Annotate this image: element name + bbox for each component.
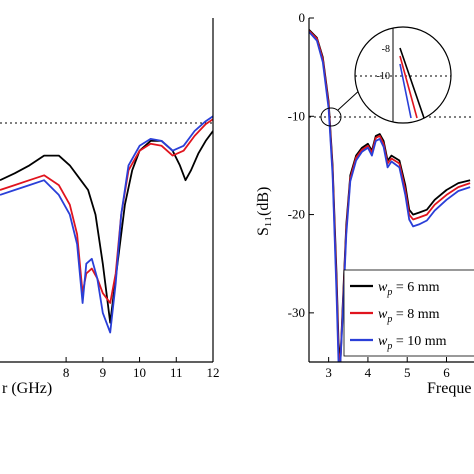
chart-b: 0 -10 -20 -30 3 4 5 6 S₁₁(dB) Freque -8 -10 wp… bbox=[255, 10, 474, 397]
legend-label: wp = 6 mm bbox=[378, 280, 440, 298]
chart-a-x-tick-label: 9 bbox=[100, 365, 107, 380]
inset-series-red bbox=[399, 55, 418, 119]
zoom-marker-circle bbox=[320, 107, 342, 127]
chart-b-series-line bbox=[309, 31, 471, 362]
legend-entry: wp = 6 mm bbox=[350, 280, 440, 298]
inset-series-blue bbox=[399, 63, 412, 119]
legend-entry: wp = 10 mm bbox=[350, 334, 447, 352]
chart-b-x-tick-label: 5 bbox=[404, 365, 411, 380]
chart-a-series-line bbox=[0, 115, 213, 334]
chart-a: 8 9 10 11 12 r (GHz) bbox=[0, 18, 220, 397]
chart-a-x-tick-label: 8 bbox=[63, 365, 70, 380]
chart-a-x-tick-label: 10 bbox=[133, 365, 146, 380]
chart-a-series-line bbox=[0, 130, 213, 324]
inset-y-tick-label: -8 bbox=[382, 44, 390, 55]
chart-b-y-axis-title: S₁₁(dB) bbox=[255, 187, 272, 236]
legend-label: wp = 10 mm bbox=[378, 334, 447, 352]
inset-series-black bbox=[399, 47, 425, 119]
chart-a-x-tick-label: 12 bbox=[207, 365, 220, 380]
chart-b-y-tick-label: -10 bbox=[288, 108, 305, 123]
inset-y-tick-label: -10 bbox=[377, 71, 390, 82]
chart-b-x-tick-label: 4 bbox=[365, 365, 372, 380]
chart-a-series-line bbox=[0, 118, 213, 304]
chart-a-x-tick-label: 11 bbox=[170, 365, 183, 380]
chart-b-y-tick-label: -30 bbox=[288, 305, 305, 320]
inset-zoom: -8 -10 bbox=[354, 26, 452, 124]
chart-b-x-tick-label: 3 bbox=[325, 365, 332, 380]
chart-b-y-tick-label: -20 bbox=[288, 207, 305, 222]
chart-a-x-axis-title: r (GHz) bbox=[2, 380, 52, 397]
legend-entry: wp = 8 mm bbox=[350, 307, 440, 325]
chart-b-x-axis-title: Freque bbox=[427, 380, 471, 397]
chart-b-legend: wp = 6 mm wp = 8 mm wp = 10 mm bbox=[343, 269, 474, 357]
chart-b-y-tick-label: 0 bbox=[299, 10, 306, 25]
chart-b-x-tick-label: 6 bbox=[443, 365, 450, 380]
legend-label: wp = 8 mm bbox=[378, 307, 440, 325]
